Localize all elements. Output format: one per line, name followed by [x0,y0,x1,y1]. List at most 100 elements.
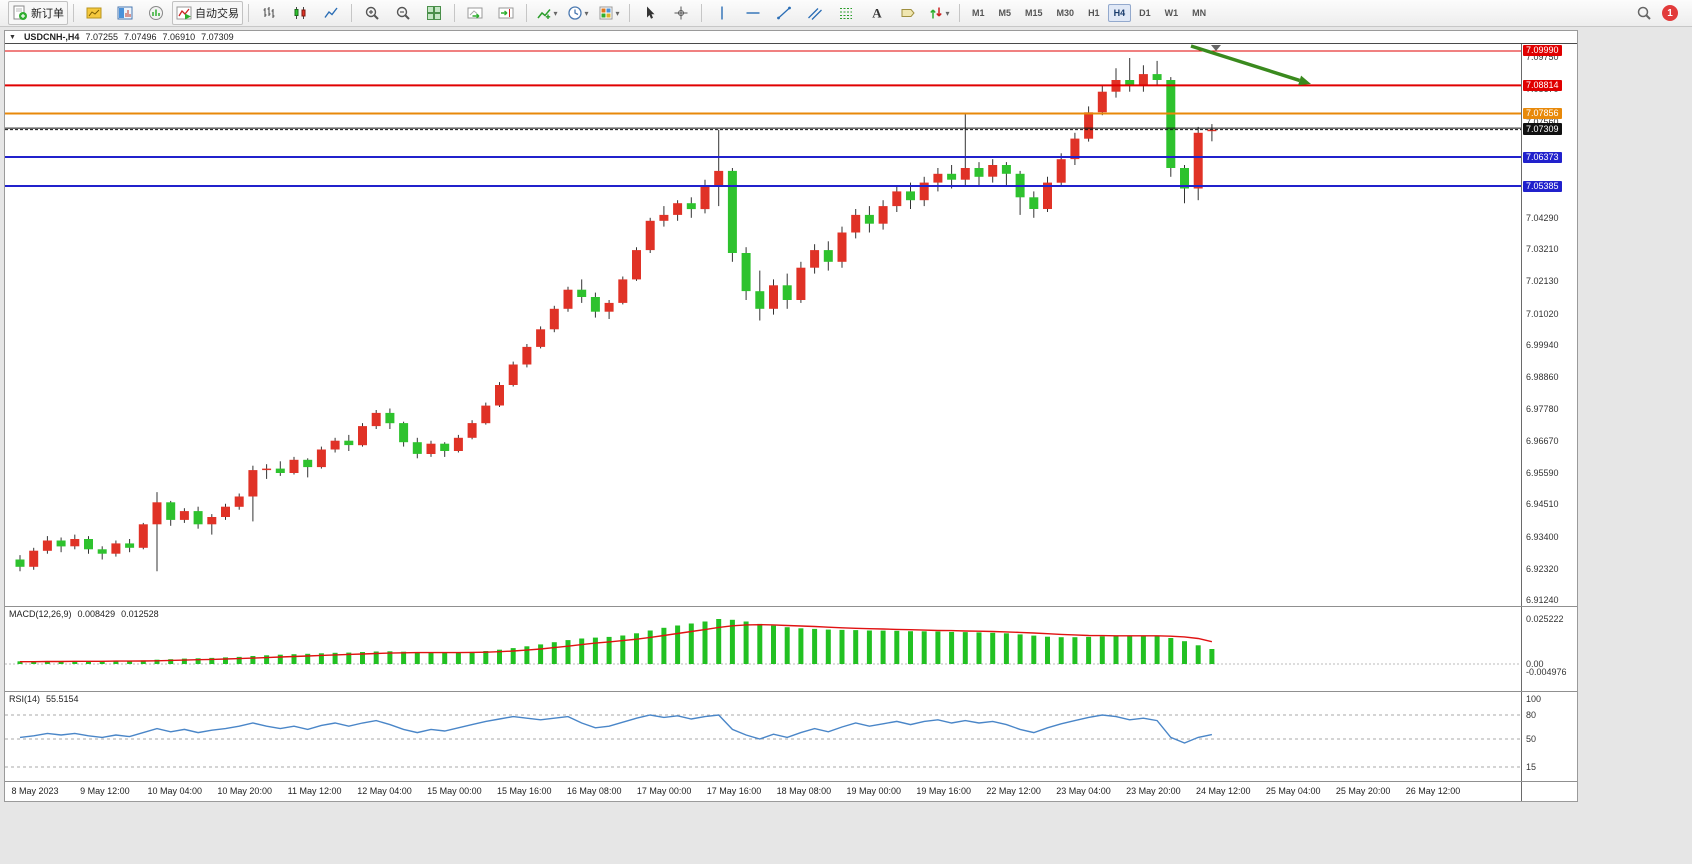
timeframe-m5-button[interactable]: M5 [998,8,1012,18]
rsi-line [19,714,1213,744]
cursor-button[interactable] [635,1,665,25]
timeframe-h1-button[interactable]: H1 [1088,8,1100,18]
autotrading-button-label: 自动交易 [195,8,239,20]
time-axis-label: 18 May 08:00 [776,786,832,796]
profiles-button[interactable] [79,1,109,25]
toolbar-right-group: 1 [1636,5,1684,21]
pane-separator[interactable] [5,691,1577,692]
time-axis-label: 10 May 04:00 [147,786,203,796]
timeframe-m15-button[interactable]: M15 [1025,8,1043,18]
time-axis-label: 17 May 00:00 [636,786,692,796]
main-toolbar: 新订单 自动交易 ▾ ▾ ▾ A ▾ M1 M5 M15 M30 H1 H4 D1 W1 MN 1 [0,0,1692,27]
chart-shift-marker-icon[interactable] [1211,45,1221,51]
price-tag: 7.08814 [1523,79,1562,91]
new-order-button[interactable]: 新订单 [8,1,68,25]
new-order-icon [12,5,28,21]
macd-histogram [17,619,1215,664]
channel-icon [807,5,823,21]
price-tag: 7.07309 [1523,124,1562,136]
timeframe-m30-button[interactable]: M30 [1056,8,1075,18]
rsi-axis-label: 100 [1526,693,1542,704]
price-axis-label: 6.91240 [1526,595,1559,606]
macd-main-value: 0.008429 [77,609,116,619]
trend-arrow-annotation[interactable] [1190,44,1311,86]
zoom-in-button[interactable] [357,1,387,25]
timeframe-m1-button[interactable]: M1 [972,8,985,18]
bar-chart-button[interactable] [254,1,284,25]
search-icon[interactable] [1636,5,1652,21]
timeframe-h4-button[interactable]: H4 [1107,4,1132,22]
time-axis-label: 8 May 2023 [11,786,59,796]
price-axis-label: 6.92320 [1526,563,1559,574]
time-axis-label: 22 May 12:00 [986,786,1041,796]
low-value: 7.06910 [162,32,196,42]
price-axis[interactable]: 7.099907.097507.088147.086707.078567.075… [1521,31,1576,801]
trendline-icon [776,5,792,21]
one-click-collapse-icon[interactable]: ▼ [9,33,16,41]
toolbar-separator [959,4,960,22]
profiles-icon [86,5,102,21]
autotrading-button[interactable]: 自动交易 [172,1,243,25]
data-window-button[interactable] [141,1,171,25]
candle-chart-button[interactable] [285,1,315,25]
time-axis-label: 9 May 12:00 [80,786,130,796]
horizontal-line-button[interactable] [738,1,768,25]
price-axis-label: 7.07560 [1526,116,1559,127]
zoom-out-button[interactable] [388,1,418,25]
horizontal-level-lines[interactable] [5,50,1521,187]
line-chart-icon [323,5,339,21]
price-tag: 7.05385 [1523,180,1562,192]
trendline-button[interactable] [769,1,799,25]
time-axis[interactable]: 8 May 2023 9 May 12:00 10 May 04:00 10 May … [5,782,1521,801]
line-chart-button[interactable] [316,1,346,25]
label-icon [900,5,916,21]
new-order-button-label: 新订单 [31,8,64,20]
timeframe-w1-button[interactable]: W1 [1164,8,1179,18]
chart-shift-icon [498,5,514,21]
timeframe-mn-button[interactable]: MN [1192,8,1207,18]
auto-scroll-button[interactable] [460,1,490,25]
macd-axis-label: -0.004976 [1526,667,1567,678]
periods-button[interactable]: ▾ [563,1,593,25]
time-axis-label: 23 May 20:00 [1126,786,1181,796]
label-button[interactable] [893,1,923,25]
templates-button[interactable]: ▾ [594,1,624,25]
toolbar-separator [629,4,630,22]
rsi-pane[interactable] [5,692,1521,781]
candle-chart-icon [292,5,308,21]
time-axis-label: 19 May 16:00 [916,786,971,796]
notification-badge[interactable]: 1 [1662,5,1678,21]
macd-pane[interactable] [5,607,1521,691]
channel-button[interactable] [800,1,830,25]
main-chart-pane[interactable] [5,44,1521,606]
price-axis-label: 7.03210 [1526,244,1559,255]
svg-text:A: A [872,6,882,21]
market-watch-button[interactable] [110,1,140,25]
macd-axis-label: 0.00 [1526,658,1544,669]
text-button[interactable]: A [862,1,892,25]
price-axis-label: 6.94510 [1526,499,1559,510]
macd-axis-label: 0.025222 [1526,613,1564,624]
rsi-label: RSI(14) [9,694,41,704]
chart-shift-button[interactable] [491,1,521,25]
timeframe-group: M1 M5 M15 M30 H1 H4 D1 W1 MN [965,4,1213,22]
pane-separator[interactable] [5,606,1577,607]
macd-signal-line [20,623,1213,663]
timeframe-d1-button[interactable]: D1 [1139,8,1151,18]
fibonacci-button[interactable] [831,1,861,25]
pane-separator [5,781,1577,782]
price-axis-label: 7.09750 [1526,52,1559,63]
indicators-button[interactable]: ▾ [532,1,562,25]
vertical-line-icon [714,5,730,21]
chart-window: ▼ USDCNH-,H4 7.07255 7.07496 7.06910 7.0… [4,30,1578,802]
arrow-tool-icon [928,5,944,21]
rsi-axis-label: 15 [1526,761,1537,772]
price-tag: 7.06373 [1523,151,1562,163]
macd-signal-value: 0.012528 [121,609,159,619]
price-axis-label: 6.97780 [1526,403,1559,414]
vertical-line-button[interactable] [707,1,737,25]
auto-scroll-icon [467,5,483,21]
crosshair-button[interactable] [666,1,696,25]
tile-windows-button[interactable] [419,1,449,25]
arrows-button[interactable]: ▾ [924,1,954,25]
